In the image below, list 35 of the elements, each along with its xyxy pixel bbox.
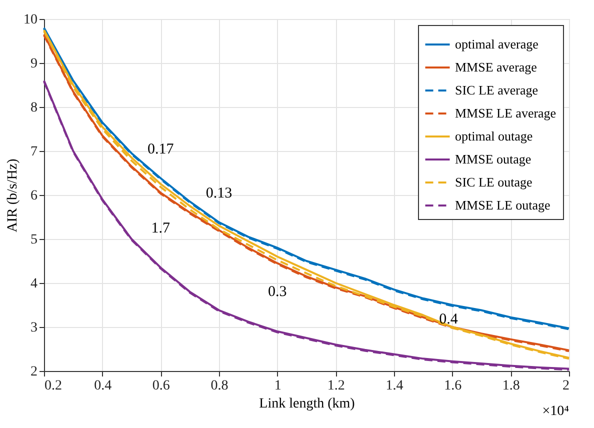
legend-label: MMSE average (455, 60, 538, 74)
y-tick-label: 4 (30, 276, 38, 292)
annotation: 1.7 (151, 220, 171, 237)
y-tick-label: 9 (30, 56, 38, 72)
legend-label: SIC LE average (455, 82, 538, 98)
x-tick-label: 0.8 (210, 378, 228, 394)
annotation: 0.4 (439, 311, 458, 328)
x-tick-label: 0.4 (94, 378, 112, 394)
y-tick-label: 10 (24, 12, 38, 28)
x-tick-label: 1.4 (386, 378, 404, 394)
y-tick-label: 8 (30, 100, 38, 116)
x-tick-label: 1.6 (444, 378, 462, 394)
y-axis-title: AIR (b/s/Hz) (6, 158, 20, 232)
x-axis-title: Link length (km) (259, 396, 356, 412)
legend-label: MMSE outage (455, 152, 532, 166)
legend-label: MMSE LE outage (455, 198, 551, 212)
x-tick-label: 1.8 (502, 378, 520, 394)
y-tick-label: 3 (30, 320, 38, 336)
y-tick-label: 5 (30, 232, 38, 248)
y-tick-label: 7 (30, 144, 38, 160)
legend-label: optimal outage (455, 128, 533, 144)
x-tick-label: 1.2 (327, 378, 345, 394)
x-tick-label: 0.6 (152, 378, 170, 394)
y-tick-label: 6 (30, 188, 38, 204)
annotation: 0.13 (206, 185, 232, 202)
legend-label: SIC LE outage (455, 174, 532, 190)
annotation: 0.17 (148, 141, 174, 158)
y-tick-label: 2 (30, 364, 38, 380)
x-tick-label: 2 (562, 378, 570, 394)
x-tick-label: 0.2 (44, 378, 62, 394)
legend-label: MMSE LE average (455, 106, 556, 120)
text: ×10⁴ (542, 404, 570, 419)
annotation: 0.3 (268, 284, 287, 300)
x-tick-label: 1 (274, 378, 282, 394)
legend-label: optimal average (455, 36, 539, 52)
